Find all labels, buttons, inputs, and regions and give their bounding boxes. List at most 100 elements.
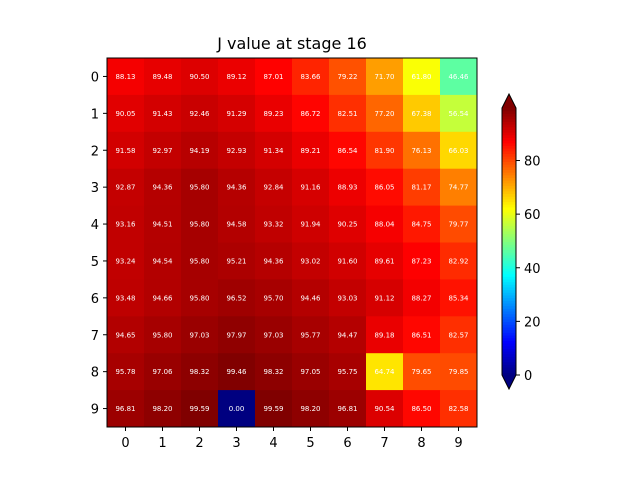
heatmap-cell: [329, 353, 367, 391]
heatmap-cell: [292, 279, 330, 317]
cell-value-label: 97.03: [263, 331, 283, 339]
heatmap-cell: [255, 94, 293, 133]
heatmap-cell: [181, 94, 219, 133]
colorbar-segment: [502, 228, 516, 232]
colorbar-segment: [502, 164, 516, 168]
cell-value-label: 97.03: [189, 331, 209, 339]
heatmap-cell: [218, 316, 256, 354]
colorbar-segment: [502, 326, 516, 331]
y-tick-label: 1: [91, 107, 99, 122]
colorbar-segment: [502, 188, 516, 192]
heatmap-cell: [440, 205, 478, 243]
heatmap-cell: [292, 390, 330, 428]
cell-value-label: 79.85: [448, 368, 468, 376]
colorbar-segment: [502, 233, 516, 237]
colorbar-segment: [502, 281, 516, 285]
colorbar-segment: [502, 372, 516, 376]
heatmap-cell: [144, 205, 182, 243]
heatmap-cell: [144, 316, 182, 354]
heatmap-cell: [329, 279, 367, 317]
heatmap-cell: [181, 168, 219, 206]
heatmap-cell: [181, 242, 219, 280]
heatmap-cell: [329, 316, 367, 354]
heatmap-cell: [255, 242, 293, 280]
y-axis-ticks: 0 1 2 3 4 5 6 7 8 9: [91, 70, 107, 418]
colorbar-segment: [502, 172, 516, 176]
heatmap-cell: [403, 205, 441, 243]
heatmap-cell: [292, 353, 330, 391]
colorbar-segment: [502, 140, 516, 144]
heatmap-cell: [181, 353, 219, 391]
colorbar-segment: [502, 158, 516, 162]
cell-value-label: 82.57: [448, 331, 468, 339]
colorbar-segment: [502, 260, 516, 264]
colorbar-segment: [502, 337, 516, 341]
y-tick-label: 2: [91, 144, 99, 159]
heatmap-cell: [218, 94, 256, 133]
x-tick-label: 7: [380, 436, 388, 451]
colorbar-segment: [502, 113, 516, 117]
colorbar-segment: [502, 324, 516, 328]
cell-value-label: 82.58: [448, 405, 468, 413]
heatmap-cell: [292, 316, 330, 354]
plot-frame: [106, 57, 478, 428]
colorbar-segment: [502, 169, 516, 173]
heatmap-cell: [107, 316, 145, 354]
y-tick-label: 3: [91, 181, 99, 196]
heatmap-cell-labels: 88.13 89.48 90.50 89.12 87.01 83.66 79.22 71.70…: [115, 73, 469, 413]
colorbar-segment: [502, 174, 516, 179]
cell-value-label: 97.97: [226, 331, 246, 339]
cell-value-label: 87.23: [411, 257, 431, 265]
heatmap-cell: [292, 205, 330, 243]
colorbar-tick-label: 0: [524, 369, 532, 384]
cell-value-label: 87.01: [263, 73, 283, 81]
colorbar-segment: [502, 252, 516, 256]
colorbar-segment: [502, 305, 516, 309]
colorbar: 0 20 40 60 80: [501, 92, 541, 391]
cell-value-label: 82.92: [448, 257, 468, 265]
heatmap-cell: [366, 353, 404, 391]
cell-value-label: 94.51: [152, 221, 172, 229]
colorbar-segment: [502, 150, 516, 154]
colorbar-segment: [502, 182, 516, 187]
colorbar-segment: [502, 316, 516, 320]
heatmap-cell: [292, 168, 330, 206]
colorbar-segment: [502, 270, 516, 275]
colorbar-segment: [502, 364, 516, 368]
heatmap-cell: [440, 353, 478, 391]
x-tick-label: 9: [454, 436, 462, 451]
heatmap-cell: [440, 168, 478, 206]
cell-value-label: 90.54: [374, 405, 395, 413]
heatmap-cell: [440, 58, 478, 96]
cell-value-label: 89.21: [300, 147, 320, 155]
cell-value-label: 95.21: [226, 257, 246, 265]
colorbar-segment: [502, 268, 516, 272]
colorbar-segment: [502, 132, 516, 136]
heatmap-cell: [403, 242, 441, 280]
heatmap-cell: [181, 316, 219, 354]
colorbar-extend-top: [502, 94, 516, 108]
colorbar-segment: [502, 300, 516, 304]
cell-value-label: 95.75: [337, 368, 357, 376]
cell-value-label: 85.34: [448, 294, 469, 302]
cell-value-label: 86.72: [300, 110, 320, 118]
heatmap-cell: [255, 390, 293, 428]
heatmap-cell: [181, 279, 219, 317]
colorbar-tick-label: 20: [524, 315, 541, 330]
heatmap-cell: [366, 168, 404, 206]
heatmap-cell: [144, 94, 182, 133]
colorbar-segment: [502, 332, 516, 336]
colorbar-segment: [502, 177, 516, 181]
colorbar-segment: [502, 196, 516, 200]
cell-value-label: 74.77: [448, 184, 468, 192]
heatmap-cell: [440, 390, 478, 428]
colorbar-segment: [502, 225, 516, 229]
heatmap-cell: [403, 279, 441, 317]
heatmap-cell: [403, 390, 441, 428]
colorbar-segment: [502, 148, 516, 152]
cell-value-label: 56.54: [448, 110, 469, 118]
colorbar-segment: [502, 358, 516, 363]
x-tick-label: 2: [195, 436, 203, 451]
cell-value-label: 88.04: [374, 221, 395, 229]
colorbar-segment: [502, 292, 516, 296]
